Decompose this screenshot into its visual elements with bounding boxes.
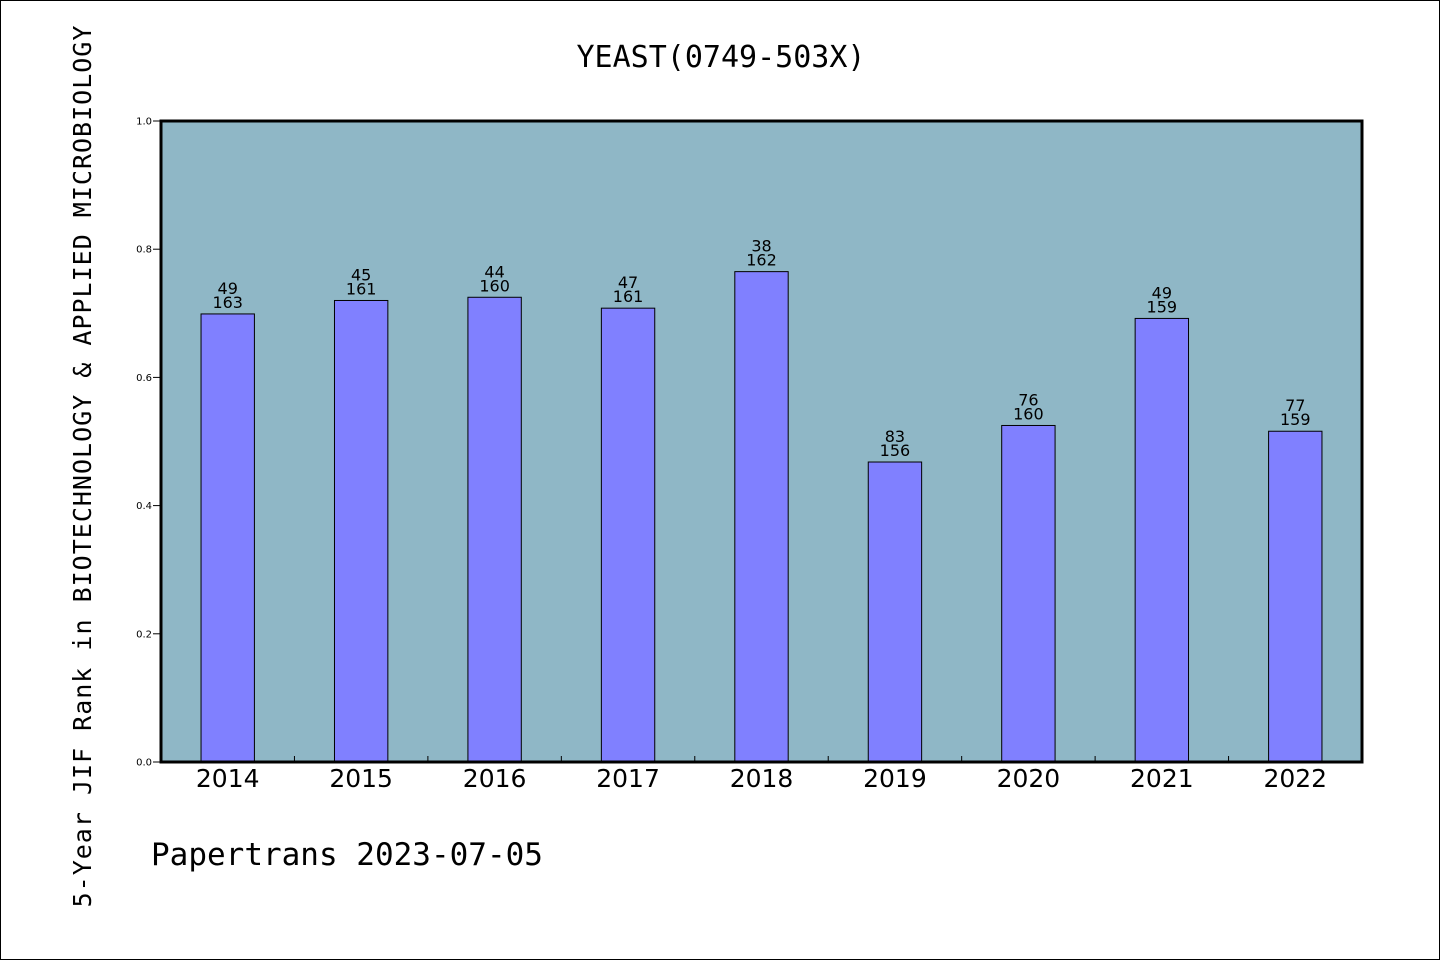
y-tick-label: 0.0: [136, 758, 152, 769]
x-tick-label: 2020: [997, 764, 1061, 793]
x-tick-label: 2022: [1263, 764, 1327, 793]
y-axis-ticks: 0.0 0.2 0.4 0.6 0.8 1.0: [136, 117, 161, 769]
bar-rank-label: 44: [484, 262, 504, 281]
footer-credit: Papertrans 2023-07-05: [151, 837, 543, 873]
x-tick-label: 2015: [329, 764, 393, 793]
x-axis-ticks: 2014 2015 2016 2017 2018 2019 2020 2021 2022: [196, 756, 1327, 793]
bar-rank-label: 77: [1285, 396, 1305, 415]
bar-rank-label: 47: [618, 273, 638, 292]
x-tick-label: 2018: [730, 764, 794, 793]
bar-2016: [467, 296, 522, 763]
x-tick-label: 2017: [596, 764, 660, 793]
bar-total-label: 163: [212, 293, 243, 312]
y-tick-label: 0.4: [136, 501, 152, 512]
bar-total-label: 160: [1013, 404, 1044, 423]
y-tick-label: 1.0: [136, 117, 152, 128]
bar-total-label: 161: [613, 287, 644, 306]
chart-title: YEAST(0749-503X): [577, 40, 866, 75]
bar-rank-label: 45: [351, 265, 371, 284]
bar-2014: [200, 313, 255, 763]
bar-2022: [1268, 430, 1323, 763]
x-tick-label: 2021: [1130, 764, 1194, 793]
bar-total-label: 159: [1280, 410, 1311, 429]
bar-2019: [867, 461, 923, 763]
bar-total-label: 160: [479, 276, 510, 295]
bar-rank-label: 49: [218, 279, 238, 298]
x-tick-label: 2014: [196, 764, 260, 793]
bar-rank-label: 49: [1152, 283, 1172, 302]
bar-total-label: 161: [346, 279, 377, 298]
bar-2020: [1001, 424, 1056, 763]
bar-total-label: 156: [880, 441, 911, 460]
y-tick-label: 0.6: [136, 373, 152, 384]
bar-total-label: 162: [746, 251, 777, 270]
plot-border: [159, 119, 1364, 764]
y-tick-label: 0.2: [136, 629, 152, 640]
bar-2021: [1134, 317, 1190, 763]
bars-layer: [200, 271, 1323, 763]
bar-rank-label: 76: [1018, 390, 1038, 409]
bar-2017: [600, 307, 656, 763]
bar-2018: [734, 271, 789, 763]
y-axis-label: 5-Year JIF Rank in BIOTECHNOLOGY & APPLI…: [68, 25, 97, 908]
bar-rank-label: 38: [751, 237, 771, 256]
bar-2015: [333, 299, 389, 763]
x-tick-label: 2019: [863, 764, 927, 793]
bar-rank-label: 83: [885, 427, 905, 446]
y-tick-label: 0.8: [136, 245, 152, 256]
x-tick-label: 2016: [463, 764, 527, 793]
bar-total-label: 159: [1147, 297, 1178, 316]
